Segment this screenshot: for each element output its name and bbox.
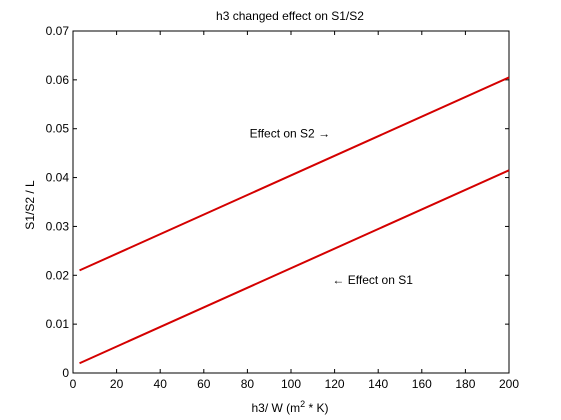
y-tick-label: 0.04 <box>46 171 70 185</box>
x-tick-label: 140 <box>368 377 388 391</box>
y-tick-label: 0.01 <box>46 317 70 331</box>
annotation-s1: ← Effect on S1 <box>332 273 413 287</box>
y-tick-label: 0.06 <box>46 73 70 87</box>
x-tick-label: 80 <box>241 377 255 391</box>
x-tick-label: 40 <box>154 377 168 391</box>
x-tick-label: 60 <box>197 377 211 391</box>
y-tick-label: 0 <box>62 366 69 380</box>
x-tick-label: 120 <box>325 377 345 391</box>
y-tick-label: 0.07 <box>46 24 70 38</box>
x-tick-label: 180 <box>455 377 475 391</box>
series-line-s2 <box>79 76 510 272</box>
x-tick-label: 160 <box>412 377 432 391</box>
y-axis-title: S1/S2 / L <box>23 180 37 230</box>
y-tick-label: 0.02 <box>46 268 70 282</box>
y-tick-label: 0.05 <box>46 122 70 136</box>
series-line-s1 <box>79 169 510 365</box>
chart-title: h3 changed effect on S1/S2 <box>216 9 364 23</box>
plot-area: 0 20 40 60 80 100 120 140 160 180 200 0 0.01 0.02 0.03… <box>46 24 520 391</box>
x-tick-label: 20 <box>110 377 124 391</box>
y-tick-label: 0.03 <box>46 219 70 233</box>
x-tick-label: 0 <box>70 377 77 391</box>
x-tick-label: 200 <box>499 377 519 391</box>
x-tick-label: 100 <box>281 377 301 391</box>
plot-frame <box>72 30 510 374</box>
x-axis-title: h3/ W (m2 * K) <box>251 399 328 415</box>
annotation-s2: Effect on S2 → <box>250 127 331 141</box>
